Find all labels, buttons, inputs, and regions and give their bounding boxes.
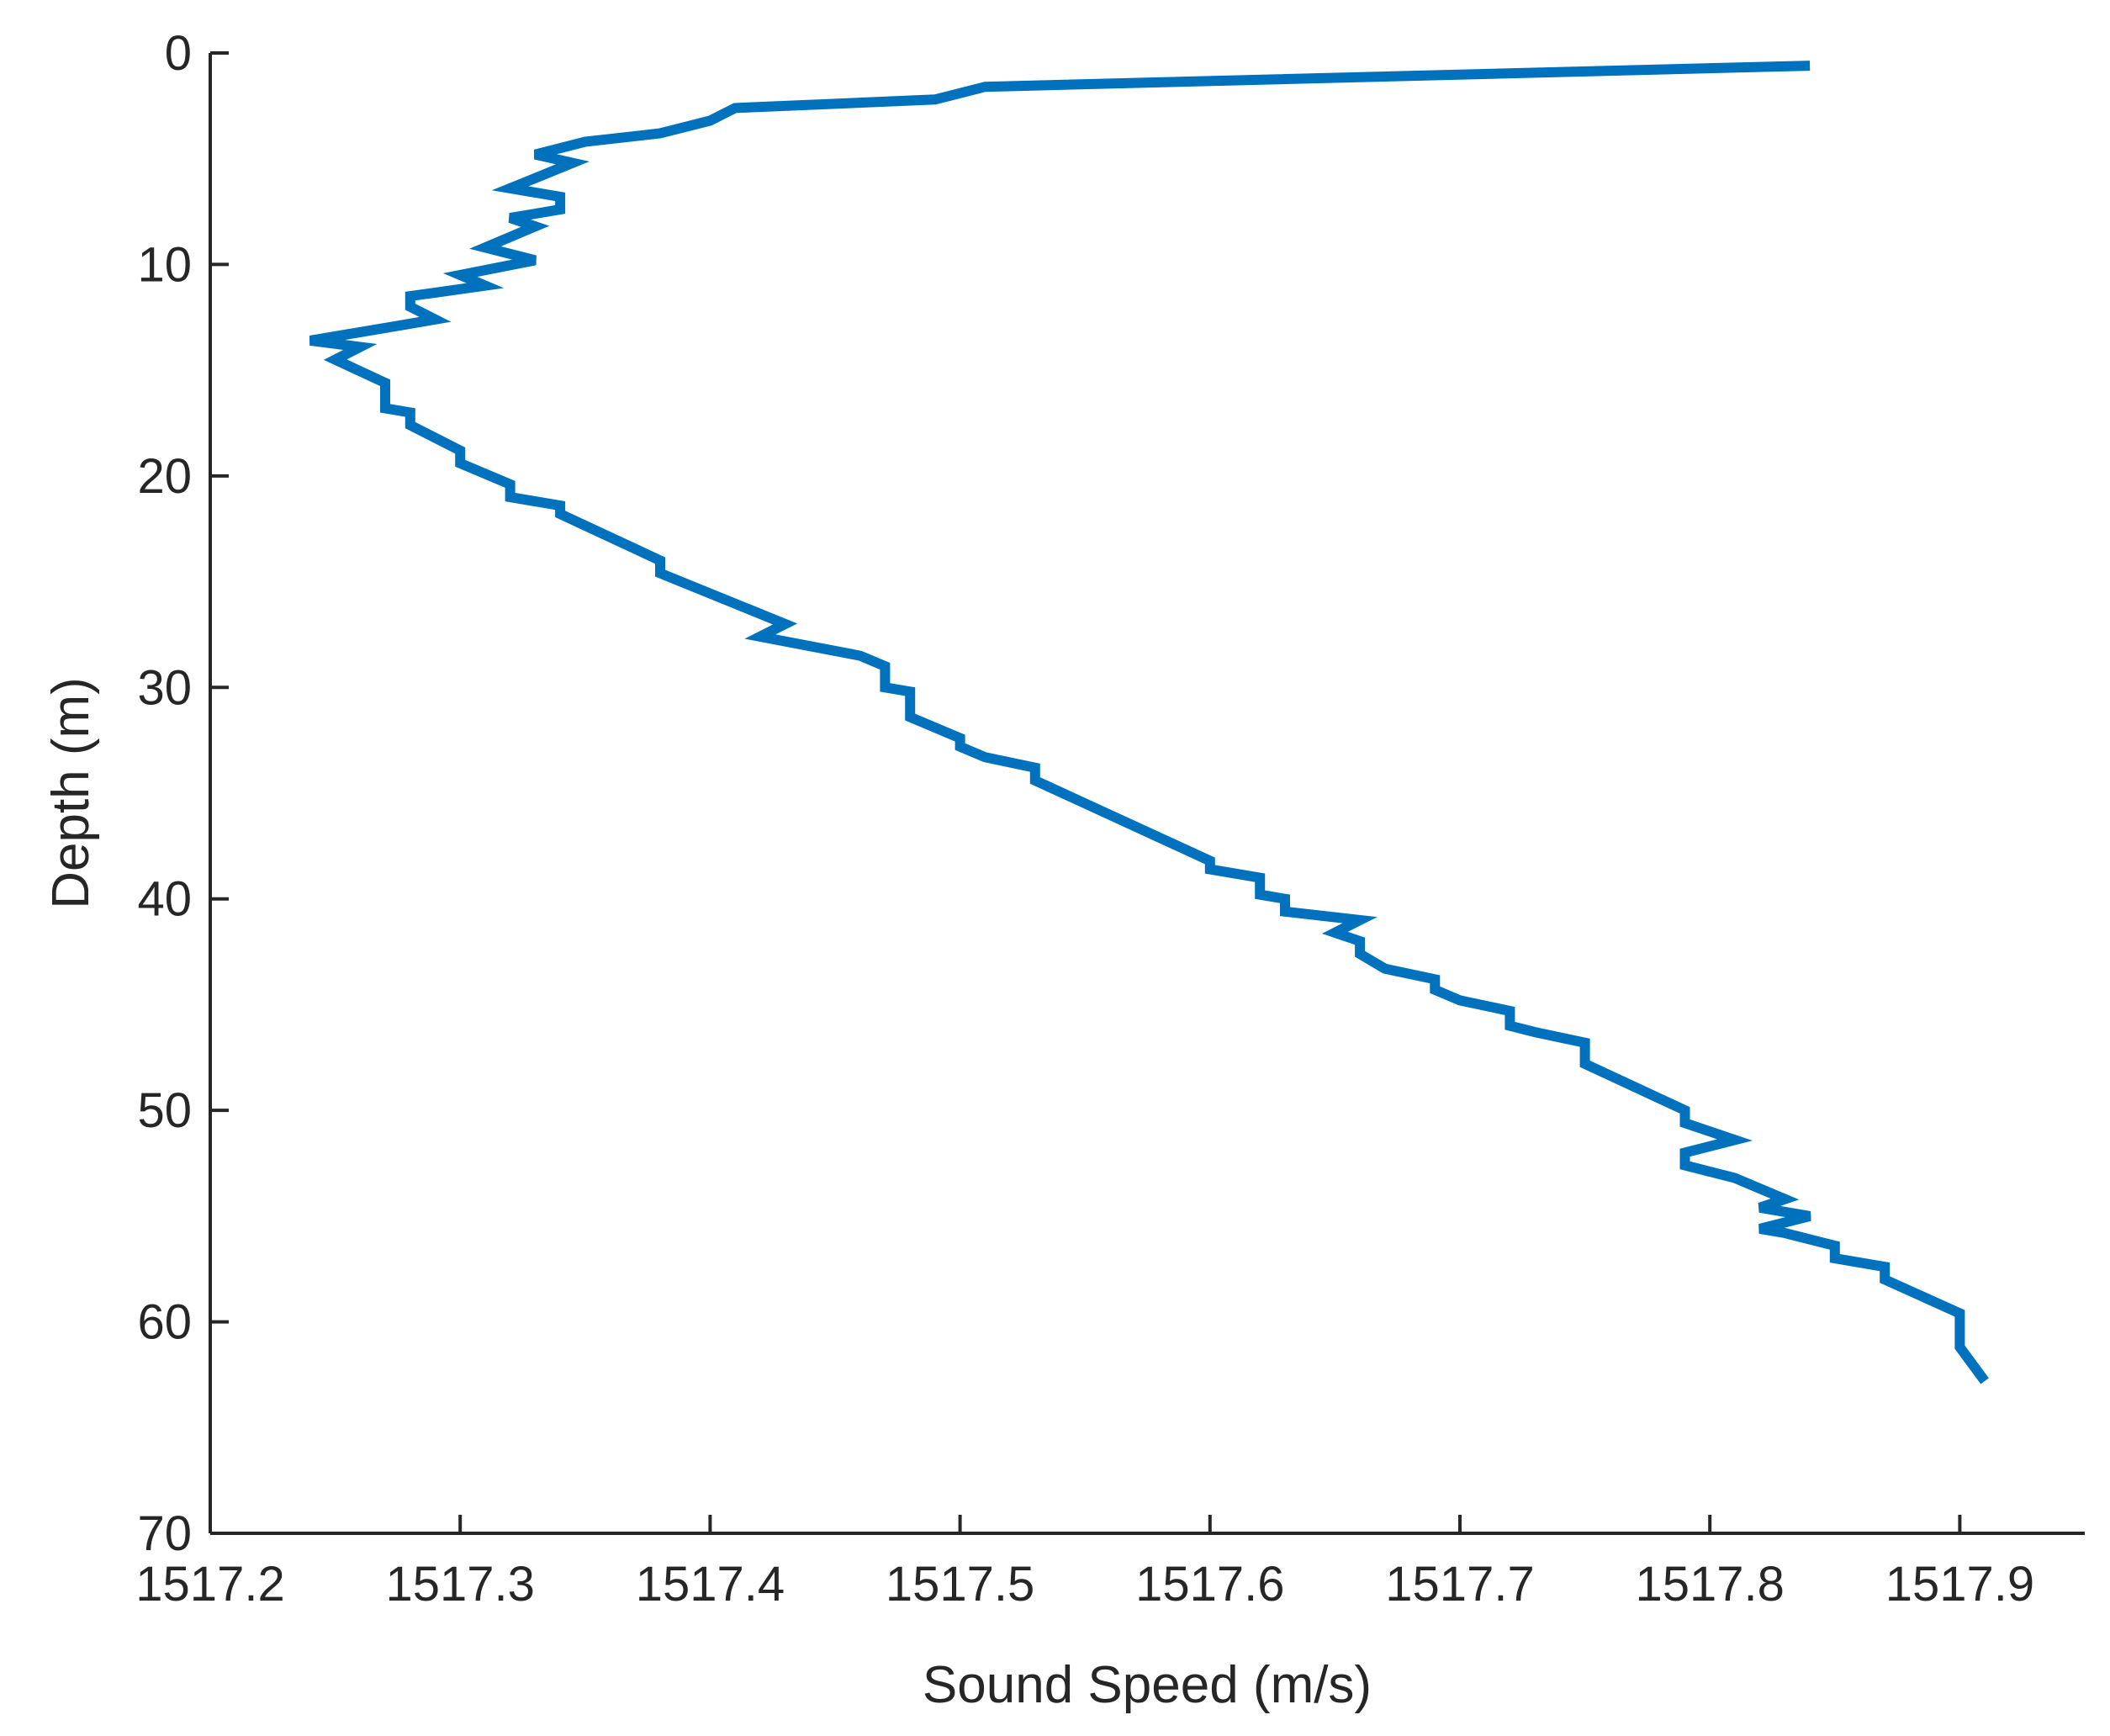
sound-speed-profile-line: [309, 61, 1989, 1384]
y-tick-label: 30: [137, 660, 192, 715]
y-tick-label: 60: [137, 1295, 192, 1350]
y-tick-label: 40: [137, 872, 192, 927]
x-axis-ticks: 1517.2 1517.3 1517.4 1517.5 1517.6 1517.7 1517…: [135, 1515, 2034, 1612]
x-tick-label: 1517.2: [135, 1557, 284, 1612]
x-tick-label: 1517.6: [1135, 1557, 1284, 1612]
y-tick-label: 0: [165, 26, 192, 81]
y-tick-label: 70: [137, 1506, 192, 1561]
plot-area: [309, 61, 1989, 1384]
x-tick-label: 1517.8: [1635, 1557, 1784, 1612]
x-axis-label: Sound Speed (m/s): [923, 1656, 1372, 1714]
y-tick-label: 10: [137, 237, 192, 292]
y-axis-ticks: 0 10 20 30 40 50 60 70: [137, 26, 229, 1561]
y-tick-label: 50: [137, 1083, 192, 1138]
x-tick-label: 1517.9: [1885, 1557, 2034, 1612]
x-tick-label: 1517.5: [886, 1557, 1034, 1612]
x-tick-label: 1517.4: [636, 1557, 785, 1612]
y-axis-label: Depth (m): [42, 677, 100, 909]
x-tick-label: 1517.3: [385, 1557, 534, 1612]
y-tick-label: 20: [137, 449, 192, 504]
x-tick-label: 1517.7: [1385, 1557, 1534, 1612]
